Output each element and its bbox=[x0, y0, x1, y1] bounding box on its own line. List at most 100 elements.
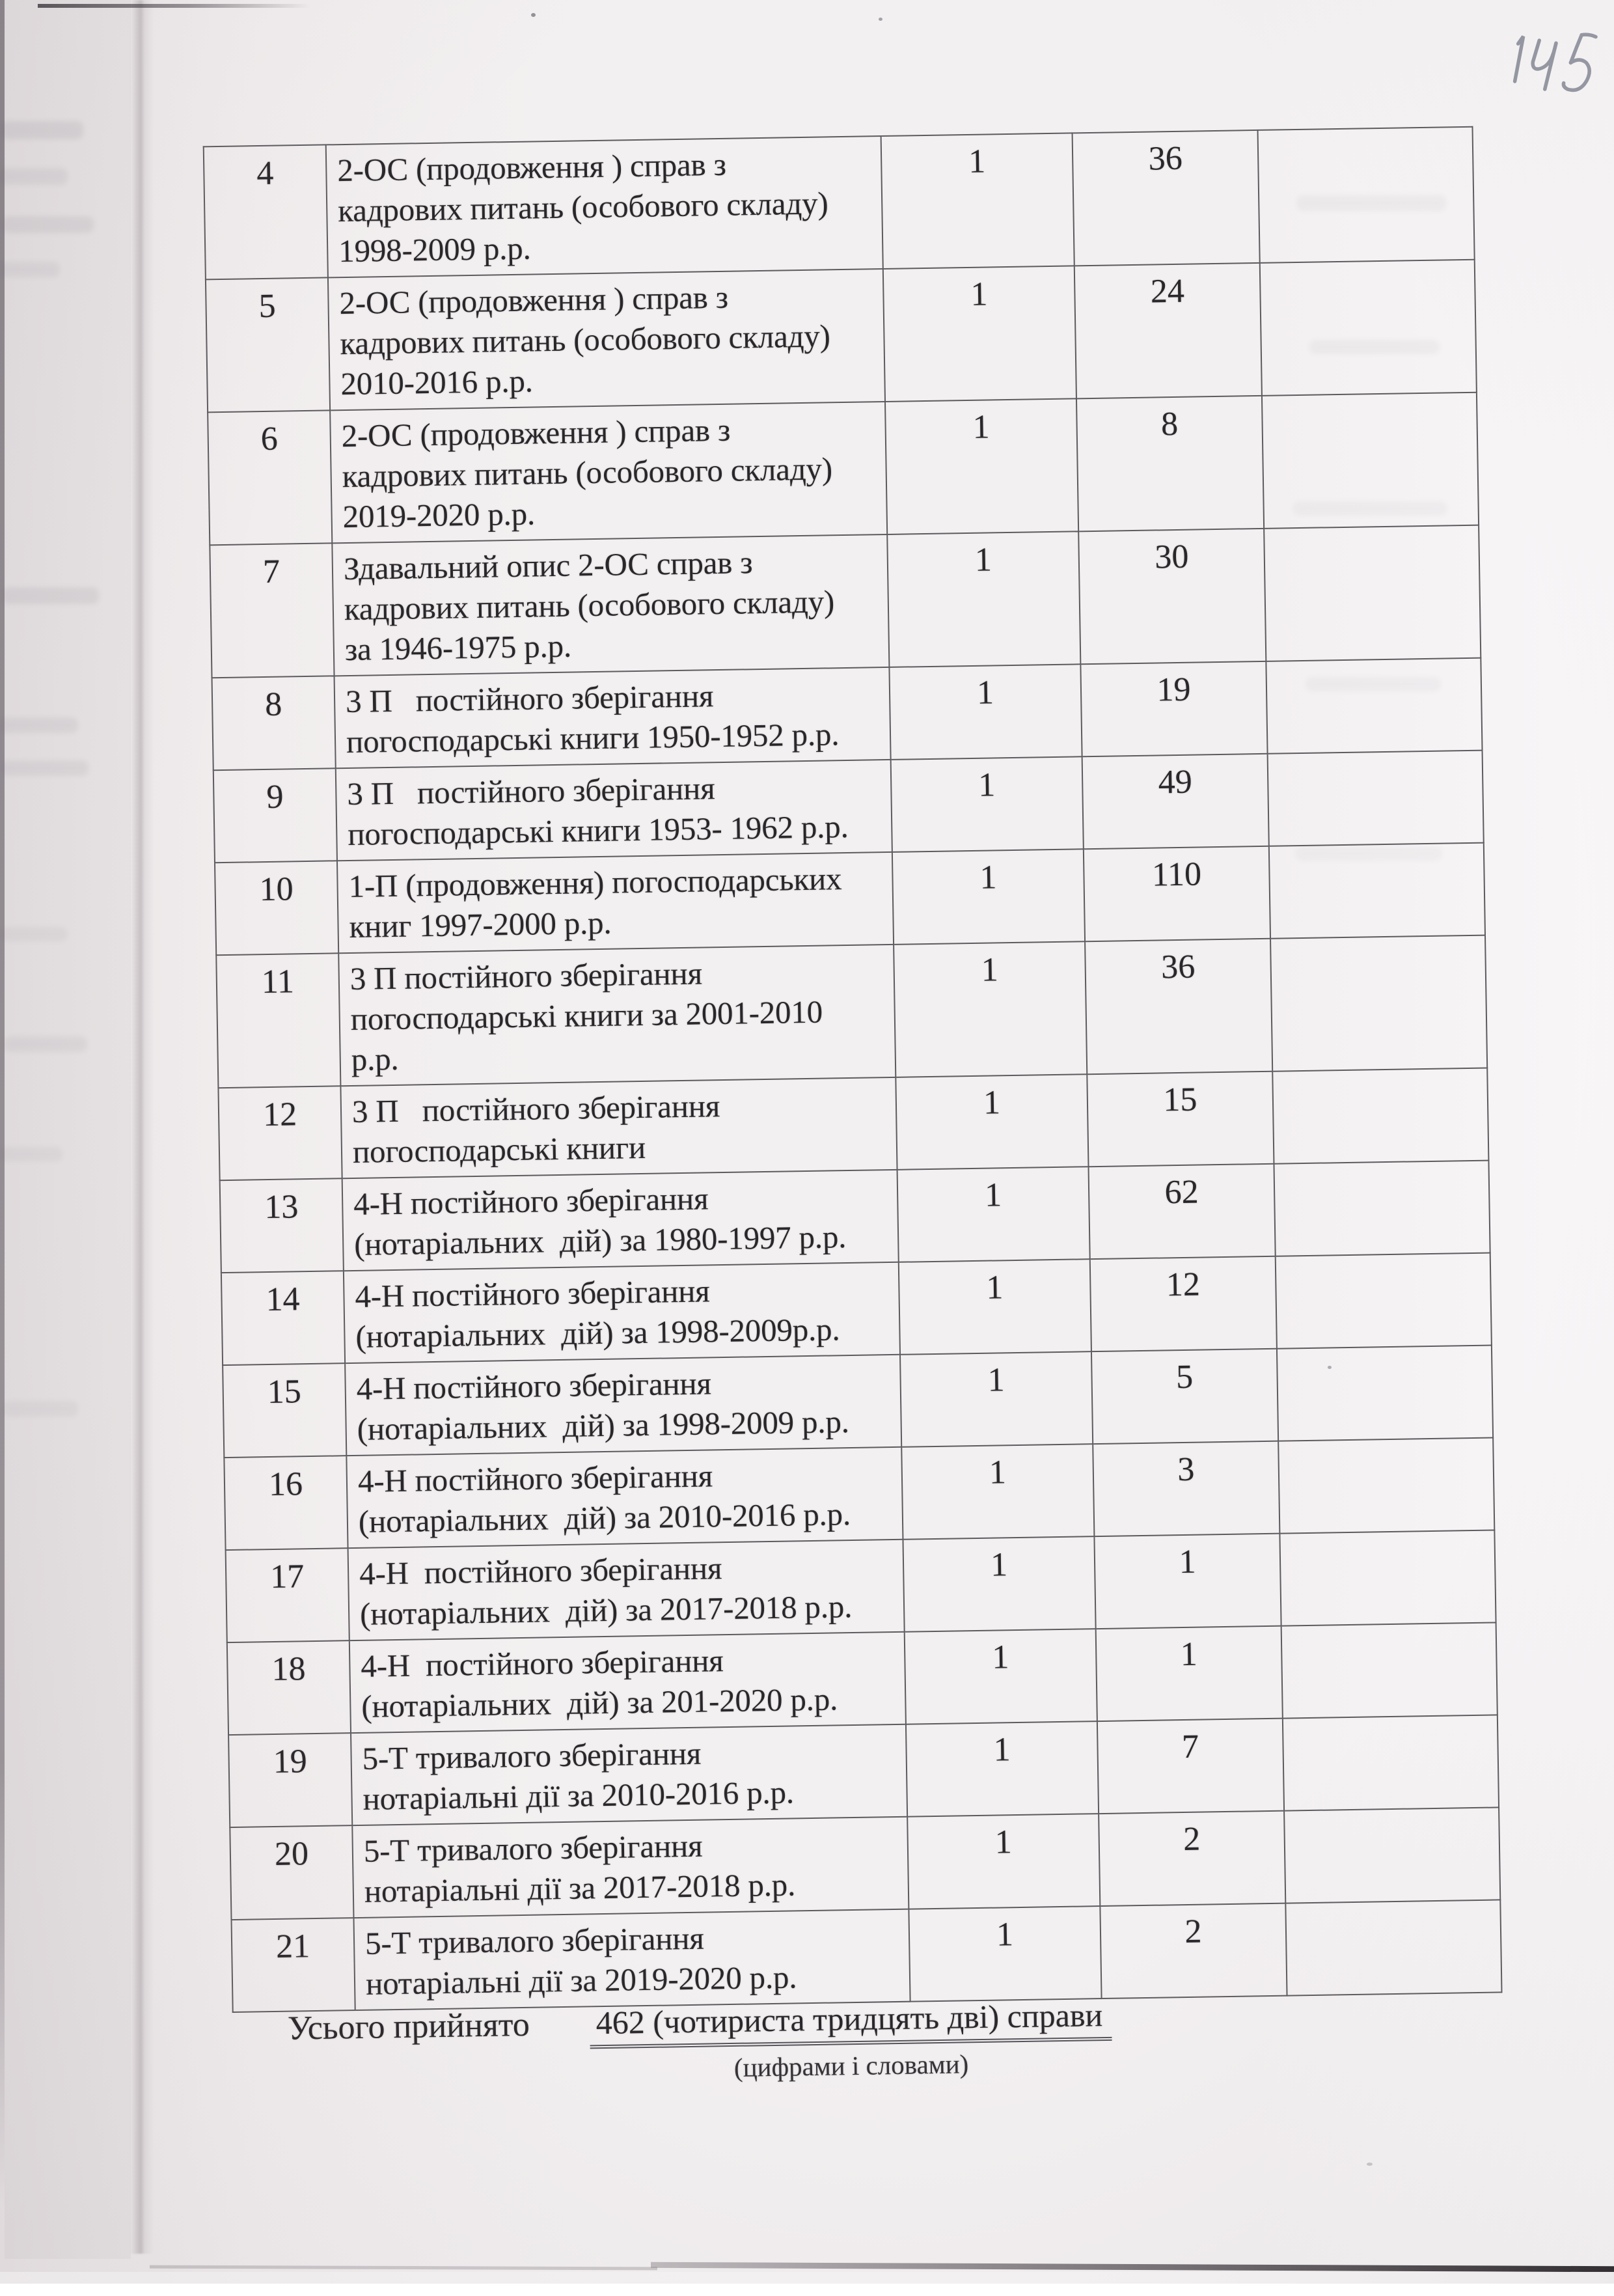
case-description-cell: 3 П постійного зберігання погосподарські… bbox=[334, 667, 891, 769]
sheets-count-cell: 62 bbox=[1088, 1163, 1276, 1260]
sheets-count-cell: 110 bbox=[1083, 846, 1271, 942]
total-accepted-row: Усього прийнято 462 (чотириста тридцять … bbox=[288, 1995, 1113, 2092]
case-description-cell: 4-Н постійного зберігання (нотаріальних … bbox=[346, 1446, 903, 1549]
note-cell bbox=[1266, 657, 1483, 754]
case-description-cell: 5-Т тривалого зберігання нотаріальні дії… bbox=[351, 1724, 908, 1826]
sheets-count-cell: 5 bbox=[1091, 1348, 1279, 1445]
note-cell bbox=[1276, 1345, 1494, 1441]
copies-count-cell: 1 bbox=[890, 756, 1084, 852]
case-description-cell: 3 П постійного зберігання погосподарські… bbox=[340, 1077, 897, 1179]
case-description-cell: 3 П постійного зберігання погосподарські… bbox=[338, 944, 896, 1086]
row-number-cell: 17 bbox=[225, 1548, 349, 1643]
case-description-cell: 4-Н постійного зберігання (нотаріальних … bbox=[343, 1262, 900, 1364]
copies-count-cell: 1 bbox=[896, 1074, 1089, 1170]
case-description-cell: 1-П (продовження) погосподарських книг 1… bbox=[336, 851, 894, 954]
case-description-cell: 3 П постійного зберігання погосподарські… bbox=[335, 759, 892, 861]
row-number-cell: 5 bbox=[205, 277, 331, 413]
table-row: 5 2-ОС (продовження ) справ з кадрових п… bbox=[205, 259, 1477, 413]
case-description-cell: 5-Т тривалого зберігання нотаріальні дії… bbox=[353, 1909, 910, 2011]
copies-count-cell: 1 bbox=[898, 1259, 1091, 1355]
row-number-cell: 8 bbox=[212, 676, 336, 771]
case-description-cell: Здавальний опис 2-ОС справ з кадрових пи… bbox=[332, 534, 890, 676]
table-row: 7 Здавальний опис 2-ОС справ з кадрових … bbox=[210, 525, 1481, 678]
row-number-cell: 12 bbox=[218, 1086, 342, 1181]
total-accepted-label: Усього прийнято bbox=[287, 2006, 530, 2047]
copies-count-cell: 1 bbox=[909, 1906, 1102, 2002]
copies-count-cell: 1 bbox=[907, 1814, 1101, 1909]
table-row: 6 2-ОС (продовження ) справ з кадрових п… bbox=[208, 392, 1479, 546]
note-cell bbox=[1272, 1068, 1489, 1164]
note-cell bbox=[1270, 935, 1488, 1072]
row-number-cell: 13 bbox=[219, 1178, 344, 1273]
sheets-count-cell: 15 bbox=[1087, 1071, 1274, 1167]
note-cell bbox=[1284, 1807, 1501, 1903]
records-table-body: 4 2-ОС (продовження ) справ з кадрових п… bbox=[203, 126, 1502, 2013]
note-cell bbox=[1264, 525, 1481, 661]
sheets-count-cell: 8 bbox=[1076, 395, 1265, 532]
sheets-count-cell: 1 bbox=[1094, 1533, 1281, 1629]
copies-count-cell: 1 bbox=[882, 266, 1076, 402]
copies-count-cell: 1 bbox=[894, 941, 1087, 1077]
sheets-count-cell: 12 bbox=[1089, 1256, 1277, 1352]
note-cell bbox=[1267, 750, 1484, 846]
sheets-count-cell: 2 bbox=[1100, 1903, 1287, 1999]
copies-count-cell: 1 bbox=[881, 133, 1074, 270]
case-description-cell: 2-ОС (продовження ) справ з кадрових пит… bbox=[325, 136, 883, 278]
case-description-cell: 4-Н постійного зберігання (нотаріальних … bbox=[345, 1354, 902, 1456]
table-row: 4 2-ОС (продовження ) справ з кадрових п… bbox=[203, 126, 1475, 280]
note-cell bbox=[1275, 1252, 1492, 1349]
total-accepted-hint: (цифрами і словами) bbox=[733, 2049, 969, 2082]
row-number-cell: 19 bbox=[228, 1733, 353, 1828]
sheets-count-cell: 49 bbox=[1082, 753, 1269, 850]
case-description-cell: 2-ОС (продовження ) справ з кадрових пит… bbox=[327, 269, 886, 411]
row-number-cell: 11 bbox=[216, 953, 341, 1088]
row-number-cell: 18 bbox=[226, 1640, 351, 1736]
case-description-cell: 4-Н постійного зберігання (нотаріальних … bbox=[349, 1631, 906, 1734]
note-cell bbox=[1257, 126, 1475, 263]
row-number-cell: 4 bbox=[203, 145, 328, 280]
copies-count-cell: 1 bbox=[903, 1536, 1096, 1632]
sheets-count-cell: 36 bbox=[1085, 938, 1273, 1075]
case-description-cell: 4-Н постійного зберігання (нотаріальних … bbox=[342, 1169, 899, 1271]
row-number-cell: 16 bbox=[224, 1456, 348, 1551]
note-cell bbox=[1281, 1622, 1498, 1719]
case-description-cell: 2-ОС (продовження ) справ з кадрових пит… bbox=[330, 401, 888, 544]
row-number-cell: 21 bbox=[231, 1918, 355, 2013]
sheets-count-cell: 7 bbox=[1097, 1718, 1285, 1814]
copies-count-cell: 1 bbox=[899, 1351, 1093, 1447]
row-number-cell: 15 bbox=[223, 1363, 347, 1458]
case-description-cell: 4-Н постійного зберігання (нотаріальних … bbox=[348, 1539, 905, 1641]
copies-count-cell: 1 bbox=[885, 398, 1079, 534]
note-cell bbox=[1259, 259, 1477, 396]
copies-count-cell: 1 bbox=[897, 1167, 1090, 1262]
total-accepted-value: 462 (чотириста тридцять дві) справи bbox=[589, 1995, 1112, 2049]
sheets-count-cell: 1 bbox=[1095, 1625, 1283, 1722]
sheets-count-cell: 2 bbox=[1099, 1810, 1286, 1907]
row-number-cell: 6 bbox=[208, 410, 333, 546]
copies-count-cell: 1 bbox=[901, 1444, 1095, 1540]
copies-count-cell: 1 bbox=[905, 1721, 1099, 1817]
copies-count-cell: 1 bbox=[892, 849, 1086, 945]
note-cell bbox=[1278, 1437, 1495, 1534]
copies-count-cell: 1 bbox=[887, 531, 1081, 667]
copies-count-cell: 1 bbox=[904, 1629, 1097, 1724]
case-description-cell: 5-Т тривалого зберігання нотаріальні дії… bbox=[352, 1816, 909, 1918]
copies-count-cell: 1 bbox=[889, 664, 1082, 760]
row-number-cell: 14 bbox=[221, 1271, 346, 1366]
note-cell bbox=[1261, 392, 1479, 529]
note-cell bbox=[1274, 1160, 1490, 1256]
row-number-cell: 9 bbox=[213, 768, 337, 863]
archival-records-table: 4 2-ОС (продовження ) справ з кадрових п… bbox=[203, 126, 1503, 2013]
total-accepted-value-block: 462 (чотириста тридцять дві) справи (циф… bbox=[589, 1995, 1112, 2087]
sheets-count-cell: 36 bbox=[1072, 130, 1260, 266]
note-cell bbox=[1279, 1530, 1496, 1626]
row-number-cell: 7 bbox=[210, 543, 335, 678]
note-cell bbox=[1285, 1900, 1502, 1996]
row-number-cell: 20 bbox=[230, 1825, 354, 1920]
sheets-count-cell: 24 bbox=[1074, 262, 1262, 399]
sheets-count-cell: 30 bbox=[1078, 528, 1266, 665]
note-cell bbox=[1268, 842, 1485, 939]
sheets-count-cell: 19 bbox=[1080, 661, 1268, 757]
